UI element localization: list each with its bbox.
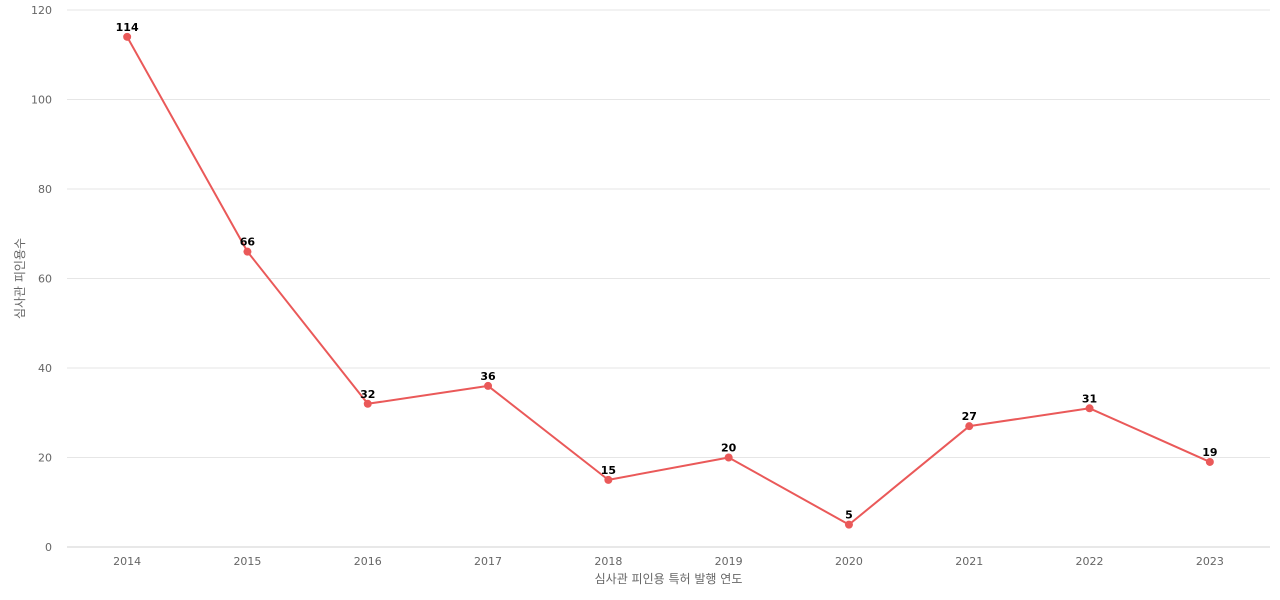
data-point[interactable]: [363, 399, 372, 408]
data-label: 36: [480, 370, 496, 383]
x-tick-label: 2023: [1196, 555, 1224, 568]
x-tick-label: 2021: [955, 555, 983, 568]
y-tick-label: 80: [38, 183, 52, 196]
data-points: [123, 32, 1214, 529]
data-point[interactable]: [724, 453, 733, 462]
x-tick-label: 2016: [354, 555, 382, 568]
y-tick-label: 120: [31, 4, 52, 17]
data-point[interactable]: [1205, 457, 1214, 466]
series-line: [126, 36, 1211, 526]
data-labels: 114 66 32 36 15 20 5 27 31 19: [116, 21, 1218, 522]
x-tick-label: 2015: [233, 555, 261, 568]
data-point[interactable]: [484, 381, 493, 390]
series-line-group: [126, 36, 1211, 526]
x-tick-label: 2014: [113, 555, 141, 568]
data-label: 66: [240, 236, 256, 249]
data-label: 114: [116, 21, 139, 34]
x-axis-title: 심사관 피인용 특허 발행 연도: [595, 571, 743, 586]
y-tick-label: 0: [45, 541, 52, 554]
data-point[interactable]: [844, 520, 853, 529]
x-tick-label: 2017: [474, 555, 502, 568]
data-point[interactable]: [123, 32, 132, 41]
y-axis-ticks: 0 20 40 60 80 100 120: [31, 4, 52, 554]
data-point[interactable]: [604, 475, 613, 484]
grid-lines: [67, 9, 1270, 548]
data-label: 32: [360, 388, 375, 401]
x-tick-label: 2020: [835, 555, 863, 568]
x-axis-ticks: 2014 2015 2016 2017 2018 2019 2020 2021 2022 2023: [113, 555, 1224, 568]
y-tick-label: 60: [38, 273, 52, 286]
data-point[interactable]: [965, 422, 974, 431]
x-tick-label: 2022: [1076, 555, 1104, 568]
data-label: 15: [601, 464, 616, 477]
y-tick-label: 100: [31, 94, 52, 107]
data-label: 31: [1082, 392, 1097, 405]
data-point[interactable]: [1085, 404, 1094, 413]
data-label: 27: [962, 410, 977, 423]
data-label: 19: [1202, 446, 1217, 459]
y-tick-label: 20: [38, 452, 52, 465]
y-axis-title: 심사관 피인용수: [13, 238, 27, 319]
data-label: 5: [845, 509, 853, 522]
data-point[interactable]: [243, 247, 252, 256]
x-tick-label: 2019: [715, 555, 743, 568]
data-label: 20: [721, 442, 737, 455]
y-tick-label: 40: [38, 362, 52, 375]
x-tick-label: 2018: [594, 555, 622, 568]
